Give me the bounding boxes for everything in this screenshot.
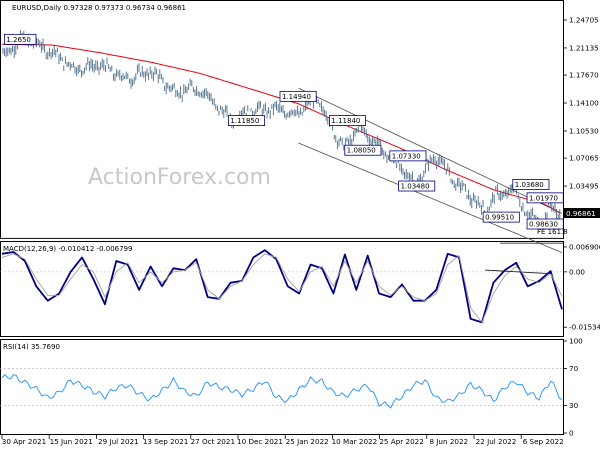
rsi-tick-label: 30 [569,401,579,410]
rsi-layer: 100 70 30 0 [0,337,583,438]
annotation-label: 1.11840 [331,117,360,125]
rsi-tick-label: 70 [569,364,579,373]
channel-upper-line [298,87,563,214]
x-tick-label: 29 Jul 2021 [98,437,139,446]
price-tick-label: 1.10530 [569,126,599,135]
annotation-label: 1.2650 [6,36,31,44]
macd-panel-frame [0,241,564,337]
annotation-label: 1.01970 [529,194,558,202]
x-tick-label: 25 Apr 2022 [379,437,423,446]
macd-line [1,249,563,324]
annotation-label: 1.03480 [401,183,430,191]
macd-tick-label: -0.015348 [569,323,600,332]
macd-trendline [485,269,552,275]
rsi-panel-frame [0,339,564,435]
annotation-box [344,144,382,156]
x-tick-label: 10 Mar 2022 [332,437,378,446]
macd-title: MACD(12,26,9) -0.010412 -0.006799 [3,245,132,253]
price-annotation: 1.03480 [398,180,436,192]
watermark: ActionForex.com [88,165,271,190]
annotation-label: 1.03680 [515,181,544,189]
rsi-tick-label: 100 [569,337,583,346]
price-tick-label: 1.14100 [569,99,599,108]
annotation-layer: 1.2650 1.11850 1.14940 1.11840 1.08050 1.0733… [3,33,564,230]
x-tick-label: 27 Oct 2021 [191,437,235,446]
annotation-label: 1.14940 [282,93,311,101]
rsi-title: RSI(14) 35.7690 [3,343,60,351]
price-tick-label: 1.24705 [569,15,599,24]
annotation-label: 1.08050 [347,147,376,155]
chart-header: EURUSD,Daily 0.97328 0.97373 0.96734 0.9… [12,4,186,12]
current-price-label: 0.96861 [566,209,596,218]
x-tick-label: 8 Jun 2022 [429,437,468,446]
annotation-label: 1.11850 [230,117,259,125]
price-annotation: 1.14940 [279,90,317,102]
price-annotation: 1.2650 [3,33,37,45]
price-panel-frame [0,0,564,239]
annotation-box [227,115,265,126]
annotation-box [3,33,37,45]
macd-signal-line [1,253,563,323]
annotation-label: 1.07330 [392,152,421,160]
channel-lower-line [298,142,563,253]
price-annotation: 0.99510 [482,211,520,223]
price-annotation: 1.11840 [329,115,367,126]
annotation-box [389,150,427,162]
annotation-label: 0.99510 [485,214,514,222]
annotation-box [526,192,564,204]
annotation-box [526,218,564,230]
macd-tick-label: 0.006906 [569,242,600,251]
x-tick-label: 6 Sep 2022 [523,437,564,446]
x-tick-label: 25 Jan 2022 [286,437,329,446]
price-tick-label: 1.17670 [569,71,599,80]
price-annotation: 1.11850 [227,115,265,126]
x-tick-label: 30 Apr 2021 [2,437,46,446]
price-tick-label: 1.03495 [569,182,599,191]
annotation-box [279,90,317,102]
x-axis: 30 Apr 2021 15 Jun 2021 29 Jul 2021 13 Sep … [1,435,564,446]
annotation-box [512,179,550,190]
price-axis-ticks: 1.24705 1.21135 1.17670 1.14100 1.10530 1.070… [563,15,599,218]
fe-label: FE 161.8 [537,228,568,236]
macd-tick-label: 0.00 [569,267,585,276]
x-tick-label: 15 Jun 2021 [50,437,93,446]
rsi-line [1,373,563,409]
annotation-box [329,115,367,126]
channel-layer [0,87,563,253]
price-annotation: 1.01970 [526,192,564,204]
price-annotation: 1.07330 [389,150,427,162]
x-tick-label: 10 Dec 2021 [237,437,283,446]
macd-layer: 0.006906 0.00 -0.015348 [0,242,600,332]
annotation-box [398,180,436,192]
x-tick-label: 22 Jul 2022 [476,437,517,446]
current-price-badge [564,208,600,218]
price-annotation: 1.03680 [512,179,550,190]
price-tick-label: 1.21135 [569,43,599,52]
price-annotation: 0.98630 [526,218,564,230]
price-annotation: 1.08050 [344,144,382,156]
price-tick-label: 1.07065 [569,154,599,163]
x-tick-label: 13 Sep 2021 [143,437,189,446]
annotation-label: 0.98630 [529,221,558,229]
annotation-box [482,211,520,223]
rsi-tick-label: 0 [569,429,574,438]
